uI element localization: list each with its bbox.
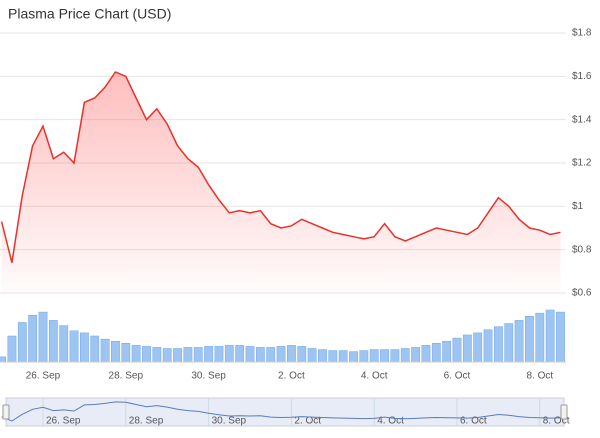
y-tick-label: $1.4 xyxy=(572,114,592,125)
x-tick-label: 8. Oct xyxy=(526,371,553,382)
volume-bar xyxy=(162,348,172,363)
price-line xyxy=(0,71,561,263)
x-tick-label: 26. Sep xyxy=(26,371,61,382)
x-tick-label: 4. Oct xyxy=(361,371,388,382)
volume-bar xyxy=(17,322,27,363)
volume-bar xyxy=(545,309,555,363)
navigator[interactable] xyxy=(5,397,565,427)
volume-bar xyxy=(235,345,245,363)
volume-bar xyxy=(173,348,182,363)
volume-bar xyxy=(183,347,193,363)
x-tick-label: 6. Oct xyxy=(444,371,471,382)
volume-bar xyxy=(59,325,69,363)
y-tick-label: $1.6 xyxy=(572,71,592,82)
volume-bar xyxy=(297,346,307,363)
price-area xyxy=(1,72,561,293)
volume-bar xyxy=(193,347,203,363)
x-tick-label: 28. Sep xyxy=(109,371,144,382)
volume-bar xyxy=(525,315,534,363)
volume-bar xyxy=(431,343,441,363)
volume-bar xyxy=(462,334,472,363)
volume-bar xyxy=(390,349,400,363)
navigator-handle[interactable] xyxy=(560,404,568,420)
volume-bar xyxy=(90,335,100,363)
volume-bar xyxy=(7,335,17,363)
y-tick-label: $0.8 xyxy=(572,244,592,255)
volume-bar xyxy=(276,346,286,363)
volume-bar xyxy=(328,350,338,363)
navigator-label: 28. Sep xyxy=(129,416,164,427)
volume-bar xyxy=(483,329,493,363)
volume-bar xyxy=(556,311,565,363)
navigator-label: 6. Oct xyxy=(460,416,487,427)
volume-bar xyxy=(442,340,452,363)
navigator-label: 30. Sep xyxy=(212,416,247,427)
volume-bar xyxy=(318,349,327,363)
volume-bar xyxy=(369,349,379,363)
volume-bar xyxy=(514,320,524,363)
volume-bar xyxy=(473,332,483,363)
volume-bar xyxy=(494,326,503,363)
y-tick-label: $0.6 xyxy=(572,288,592,299)
volume-bar xyxy=(452,337,462,363)
x-tick-label: 2. Oct xyxy=(278,371,305,382)
volume-bar xyxy=(69,330,79,363)
navigator-line xyxy=(1,401,561,422)
volume-bar xyxy=(111,340,120,363)
navigator-handle[interactable] xyxy=(2,404,10,420)
y-tick-label: $1 xyxy=(572,201,584,212)
volume-bar xyxy=(411,347,420,363)
volume-bar xyxy=(38,311,48,363)
volume-bar xyxy=(307,348,317,363)
volume-bar xyxy=(504,323,514,363)
volume-bar xyxy=(245,346,255,363)
volume-bar xyxy=(100,338,110,363)
volume-bar xyxy=(121,343,131,363)
y-tick-label: $1.8 xyxy=(572,28,592,39)
x-tick-label: 30. Sep xyxy=(191,371,226,382)
volume-bar xyxy=(142,346,151,363)
chart-title: Plasma Price Chart (USD) xyxy=(8,6,171,22)
volume-bar xyxy=(152,347,162,363)
volume-bar xyxy=(131,345,141,363)
navigator-label: 4. Oct xyxy=(377,416,404,427)
volume-bar xyxy=(400,348,410,363)
navigator-label: 26. Sep xyxy=(46,416,81,427)
volume-bar xyxy=(380,349,389,363)
navigator-label: 2. Oct xyxy=(294,416,321,427)
volume-bar xyxy=(48,320,58,363)
volume-bar xyxy=(224,345,234,363)
volume-bar xyxy=(359,350,369,363)
volume-bar xyxy=(266,347,276,363)
volume-bar xyxy=(349,351,358,363)
navigator-label: 8. Oct xyxy=(543,416,570,427)
volume-bar xyxy=(80,332,89,363)
volume-bar xyxy=(0,356,6,363)
volume-bar xyxy=(255,347,265,363)
volume-bar xyxy=(338,350,348,363)
volume-bar xyxy=(204,346,213,363)
volume-bar xyxy=(28,314,38,363)
y-tick-label: $1.2 xyxy=(572,158,592,169)
volume-bar xyxy=(287,345,296,363)
volume-bar xyxy=(535,312,545,363)
volume-bar xyxy=(421,345,431,363)
volume-bar xyxy=(214,346,224,363)
